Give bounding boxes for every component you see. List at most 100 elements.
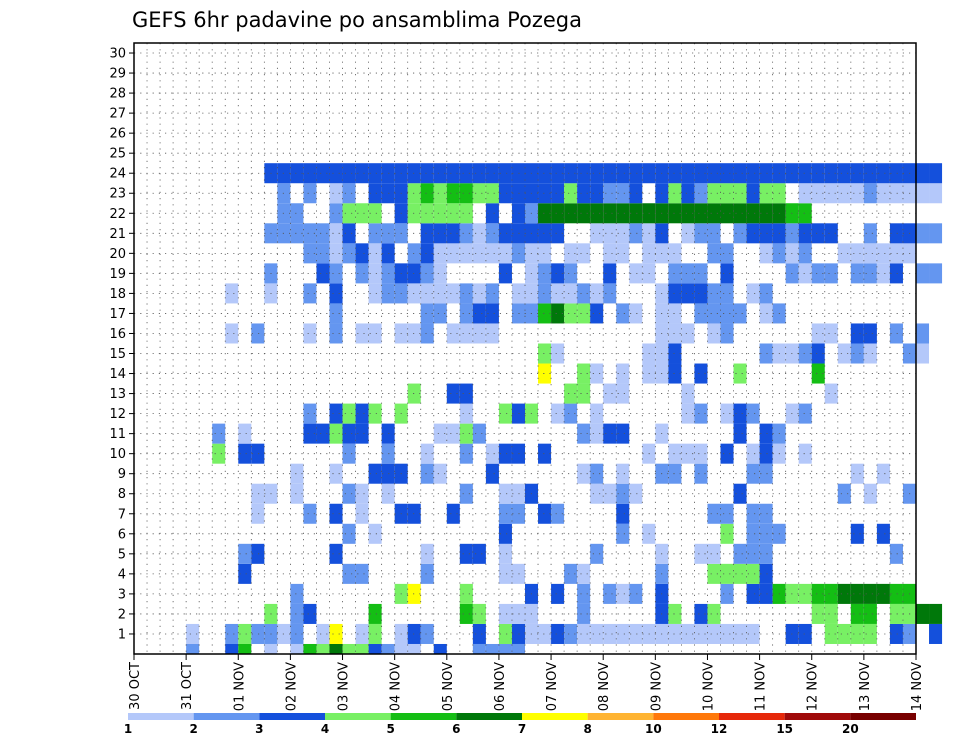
- legend-label: 5: [386, 722, 394, 736]
- heatmap-cell: [720, 323, 734, 344]
- heatmap-cell: [720, 283, 734, 304]
- heatmap-cell: [433, 283, 447, 304]
- heatmap-cell: [459, 183, 473, 204]
- y-tick-label: 30: [109, 47, 126, 62]
- heatmap-cell: [824, 583, 838, 604]
- x-tick-label: 30 OCT: [128, 662, 143, 710]
- heatmap-cell: [538, 503, 552, 524]
- heatmap-cell: [629, 163, 643, 184]
- legend-swatch: [128, 713, 194, 720]
- heatmap-cell: [459, 583, 473, 604]
- heatmap-cell: [811, 183, 825, 204]
- heatmap-cell: [850, 323, 864, 344]
- heatmap-cell: [876, 263, 890, 284]
- heatmap-cell: [616, 303, 630, 324]
- heatmap-cell: [746, 183, 760, 204]
- heatmap-cell: [564, 383, 578, 404]
- heatmap-cell: [355, 203, 369, 224]
- heatmap-cell: [472, 183, 486, 204]
- x-tick-label: 04 NOV: [389, 662, 404, 711]
- heatmap-cell: [850, 183, 864, 204]
- heatmap-cell: [746, 623, 760, 644]
- heatmap-cell: [681, 223, 695, 244]
- heatmap-cell: [577, 603, 591, 624]
- heatmap-cell: [694, 283, 708, 304]
- heatmap-cell: [407, 623, 421, 644]
- heatmap-cell: [303, 283, 317, 304]
- heatmap-cell: [446, 383, 460, 404]
- heatmap-cell: [707, 283, 721, 304]
- heatmap-cell: [720, 303, 734, 324]
- heatmap-cell: [850, 603, 864, 624]
- heatmap-cell: [616, 423, 630, 444]
- heatmap-cell: [863, 623, 877, 644]
- heatmap-cell: [863, 223, 877, 244]
- heatmap-cell: [590, 303, 604, 324]
- heatmap-cell: [238, 623, 252, 644]
- heatmap-cell: [420, 283, 434, 304]
- heatmap-cell: [251, 503, 265, 524]
- heatmap-cell: [811, 163, 825, 184]
- heatmap-cell: [720, 623, 734, 644]
- heatmap-cell: [303, 423, 317, 444]
- heatmap-cell: [433, 203, 447, 224]
- heatmap-cell: [381, 283, 395, 304]
- heatmap-cell: [472, 303, 486, 324]
- y-tick-label: 9: [118, 467, 126, 482]
- heatmap-cell: [889, 263, 903, 284]
- heatmap-cell: [564, 623, 578, 644]
- heatmap-cell: [368, 263, 382, 284]
- heatmap-cell: [850, 343, 864, 364]
- heatmap-cell: [837, 343, 851, 364]
- heatmap-cell: [459, 603, 473, 624]
- heatmap-cell: [681, 443, 695, 464]
- heatmap-cell: [459, 303, 473, 324]
- heatmap-cell: [798, 443, 812, 464]
- heatmap-cell: [694, 263, 708, 284]
- heatmap-cell: [746, 543, 760, 564]
- heatmap-cell: [303, 403, 317, 424]
- heatmap-cell: [290, 483, 304, 504]
- heatmap-cell: [212, 423, 226, 444]
- heatmap-cell: [759, 163, 773, 184]
- heatmap-cell: [746, 583, 760, 604]
- heatmap-cell: [446, 423, 460, 444]
- heatmap-cell: [446, 163, 460, 184]
- heatmap-cell: [551, 303, 565, 324]
- heatmap-cell: [329, 503, 343, 524]
- heatmap-cell: [720, 243, 734, 264]
- heatmap-cell: [916, 183, 930, 204]
- heatmap-cell: [446, 503, 460, 524]
- heatmap-cell: [459, 423, 473, 444]
- heatmap-cell: [564, 563, 578, 584]
- heatmap-cell: [824, 163, 838, 184]
- heatmap-cell: [824, 623, 838, 644]
- y-tick-label: 15: [109, 347, 126, 362]
- y-tick-label: 1: [118, 627, 126, 642]
- heatmap-cell: [459, 243, 473, 264]
- heatmap-cell: [459, 323, 473, 344]
- heatmap-cell: [551, 223, 565, 244]
- plot-frame: [133, 42, 917, 655]
- heatmap-cell: [564, 163, 578, 184]
- heatmap-cell: [889, 243, 903, 264]
- heatmap-cell: [798, 223, 812, 244]
- heatmap-cell: [629, 263, 643, 284]
- heatmap-cell: [590, 223, 604, 244]
- heatmap-cell: [720, 163, 734, 184]
- x-axis: 30 OCT 31 OCT 01 NOV 02 NOV 03 NOV 04 NOV 05 N…: [128, 654, 925, 711]
- heatmap-cell: [446, 183, 460, 204]
- heatmap-cell: [472, 323, 486, 344]
- heatmap-cell: [485, 203, 499, 224]
- heatmap-cell: [420, 463, 434, 484]
- heatmap-cell: [746, 283, 760, 304]
- heatmap-cell: [342, 483, 356, 504]
- heatmap-cell: [407, 163, 421, 184]
- heatmap-cell: [889, 623, 903, 644]
- heatmap-cell: [876, 243, 890, 264]
- heatmap-cell: [616, 203, 630, 224]
- legend-label: 12: [711, 722, 728, 736]
- heatmap-cell: [694, 303, 708, 324]
- heatmap-cell: [225, 623, 239, 644]
- heatmap-cell: [707, 543, 721, 564]
